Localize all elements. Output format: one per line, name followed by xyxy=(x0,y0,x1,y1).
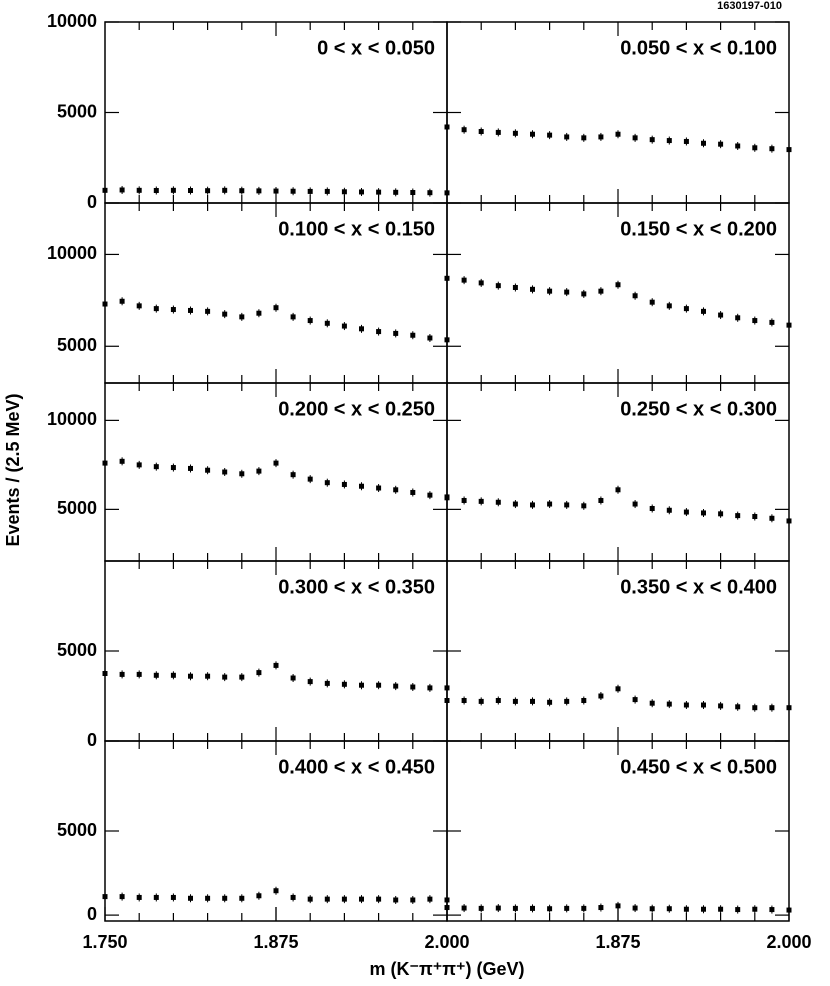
x-tick-label: 2.000 xyxy=(766,932,811,952)
panel-title: 0.100 < x < 0.150 xyxy=(278,218,435,240)
y-tick-label: 0 xyxy=(87,730,97,750)
panel-title: 0.450 < x < 0.500 xyxy=(620,756,777,778)
y-tick-label: 0 xyxy=(87,904,97,924)
y-tick-label: 5000 xyxy=(57,498,97,518)
x-tick-label: 1.875 xyxy=(595,932,640,952)
panel-title: 0.300 < x < 0.350 xyxy=(278,576,435,598)
y-tick-label: 5000 xyxy=(57,640,97,660)
x-tick-label: 1.750 xyxy=(82,932,127,952)
panel-title: 0.350 < x < 0.400 xyxy=(620,576,777,598)
y-axis-label: Events / (2.5 MeV) xyxy=(3,393,23,546)
x-axis-label: m (K⁻π⁺π⁺) (GeV) xyxy=(369,959,524,979)
y-tick-label: 5000 xyxy=(57,820,97,840)
panel-title: 0.050 < x < 0.100 xyxy=(620,37,777,59)
panel-title: 0.200 < x < 0.250 xyxy=(278,398,435,420)
panel-title: 0.400 < x < 0.450 xyxy=(278,756,435,778)
y-tick-label: 10000 xyxy=(47,409,97,429)
x-tick-label: 2.000 xyxy=(424,932,469,952)
y-tick-label: 0 xyxy=(87,192,97,212)
y-tick-label: 5000 xyxy=(57,101,97,121)
figure-id: 1630197-010 xyxy=(717,0,782,12)
panel-title: 0 < x < 0.050 xyxy=(317,37,435,59)
y-tick-label: 10000 xyxy=(47,243,97,263)
panel-title: 0.250 < x < 0.300 xyxy=(620,398,777,420)
panel-title: 0.150 < x < 0.200 xyxy=(620,218,777,240)
y-tick-label: 10000 xyxy=(47,11,97,31)
x-tick-label: 1.875 xyxy=(253,932,298,952)
y-tick-label: 5000 xyxy=(57,335,97,355)
